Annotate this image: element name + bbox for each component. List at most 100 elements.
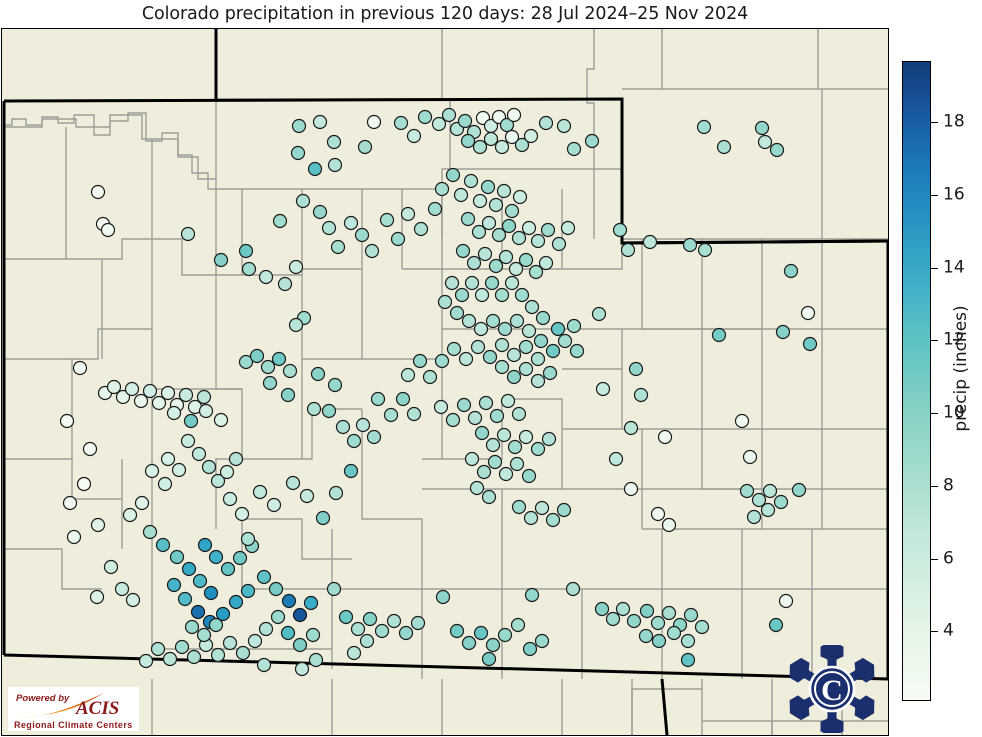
- station-marker[interactable]: [150, 641, 166, 657]
- station-marker[interactable]: [72, 360, 88, 376]
- station-marker[interactable]: [760, 502, 776, 518]
- station-marker[interactable]: [171, 462, 187, 478]
- station-marker[interactable]: [535, 310, 551, 326]
- station-marker[interactable]: [506, 107, 522, 123]
- station-marker[interactable]: [661, 517, 677, 533]
- station-marker[interactable]: [524, 587, 540, 603]
- station-marker[interactable]: [511, 499, 527, 515]
- station-marker[interactable]: [485, 637, 501, 653]
- station-marker[interactable]: [133, 393, 149, 409]
- station-marker[interactable]: [277, 276, 293, 292]
- station-marker[interactable]: [757, 134, 773, 150]
- station-marker[interactable]: [232, 550, 248, 566]
- station-marker[interactable]: [184, 619, 200, 635]
- station-marker[interactable]: [742, 449, 758, 465]
- station-marker[interactable]: [538, 115, 554, 131]
- station-marker[interactable]: [478, 395, 494, 411]
- station-marker[interactable]: [362, 611, 378, 627]
- station-marker[interactable]: [395, 391, 411, 407]
- station-marker[interactable]: [292, 607, 308, 623]
- station-marker[interactable]: [499, 117, 515, 133]
- station-marker[interactable]: [484, 275, 500, 291]
- station-marker[interactable]: [626, 613, 642, 629]
- station-marker[interactable]: [366, 429, 382, 445]
- station-marker[interactable]: [355, 417, 371, 433]
- station-marker[interactable]: [556, 502, 572, 518]
- station-marker[interactable]: [497, 321, 513, 337]
- station-marker[interactable]: [312, 204, 328, 220]
- station-marker[interactable]: [155, 537, 171, 553]
- station-marker[interactable]: [683, 607, 699, 623]
- station-marker[interactable]: [281, 593, 297, 609]
- station-marker[interactable]: [542, 365, 558, 381]
- station-marker[interactable]: [191, 446, 207, 462]
- station-marker[interactable]: [310, 366, 326, 382]
- station-marker[interactable]: [174, 639, 190, 655]
- station-marker[interactable]: [716, 139, 732, 155]
- station-marker[interactable]: [488, 197, 504, 213]
- station-marker[interactable]: [201, 459, 217, 475]
- station-marker[interactable]: [524, 299, 540, 315]
- station-marker[interactable]: [412, 353, 428, 369]
- station-marker[interactable]: [591, 306, 607, 322]
- station-marker[interactable]: [295, 193, 311, 209]
- station-marker[interactable]: [280, 387, 296, 403]
- station-marker[interactable]: [455, 243, 471, 259]
- station-marker[interactable]: [66, 529, 82, 545]
- station-marker[interactable]: [258, 269, 274, 285]
- station-marker[interactable]: [76, 476, 92, 492]
- station-marker[interactable]: [498, 249, 514, 265]
- station-marker[interactable]: [467, 410, 483, 426]
- station-marker[interactable]: [406, 406, 422, 422]
- station-marker[interactable]: [556, 118, 572, 134]
- station-marker[interactable]: [584, 133, 600, 149]
- station-marker[interactable]: [190, 604, 206, 620]
- station-marker[interactable]: [437, 294, 453, 310]
- station-marker[interactable]: [651, 633, 667, 649]
- station-marker[interactable]: [511, 230, 527, 246]
- station-marker[interactable]: [238, 354, 254, 370]
- station-marker[interactable]: [565, 581, 581, 597]
- station-marker[interactable]: [612, 222, 628, 238]
- station-marker[interactable]: [151, 395, 167, 411]
- station-marker[interactable]: [773, 494, 789, 510]
- station-marker[interactable]: [481, 651, 497, 667]
- station-marker[interactable]: [530, 441, 546, 457]
- station-marker[interactable]: [461, 313, 477, 329]
- station-marker[interactable]: [528, 264, 544, 280]
- station-marker[interactable]: [180, 433, 196, 449]
- station-marker[interactable]: [290, 145, 306, 161]
- station-marker[interactable]: [256, 569, 272, 585]
- station-marker[interactable]: [445, 167, 461, 183]
- station-marker[interactable]: [366, 114, 382, 130]
- station-marker[interactable]: [521, 468, 537, 484]
- station-marker[interactable]: [458, 351, 474, 367]
- station-marker[interactable]: [183, 413, 199, 429]
- station-marker[interactable]: [534, 500, 550, 516]
- station-marker[interactable]: [521, 220, 537, 236]
- station-marker[interactable]: [628, 361, 644, 377]
- station-marker[interactable]: [256, 657, 272, 673]
- station-marker[interactable]: [417, 109, 433, 125]
- station-marker[interactable]: [288, 259, 304, 275]
- station-marker[interactable]: [481, 489, 497, 505]
- station-marker[interactable]: [115, 389, 131, 405]
- station-marker[interactable]: [595, 381, 611, 397]
- station-marker[interactable]: [343, 463, 359, 479]
- station-marker[interactable]: [379, 212, 395, 228]
- station-marker[interactable]: [166, 577, 182, 593]
- station-marker[interactable]: [357, 139, 373, 155]
- station-marker[interactable]: [775, 324, 791, 340]
- station-marker[interactable]: [197, 537, 213, 553]
- station-marker[interactable]: [661, 605, 677, 621]
- station-marker[interactable]: [427, 201, 443, 217]
- station-marker[interactable]: [509, 456, 525, 472]
- station-marker[interactable]: [481, 215, 497, 231]
- station-marker[interactable]: [471, 224, 487, 240]
- station-marker[interactable]: [124, 381, 140, 397]
- station-marker[interactable]: [271, 351, 287, 367]
- station-marker[interactable]: [268, 581, 284, 597]
- station-marker[interactable]: [680, 633, 696, 649]
- station-marker[interactable]: [470, 339, 486, 355]
- station-marker[interactable]: [518, 429, 534, 445]
